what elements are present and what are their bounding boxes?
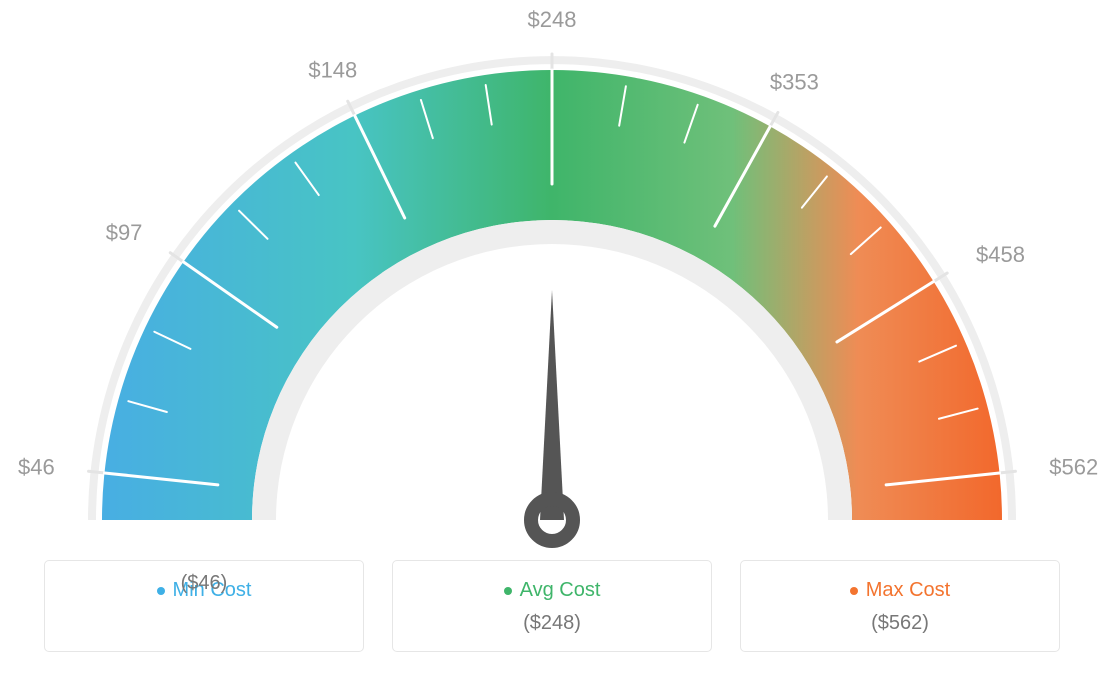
- legend-card-max: Max Cost ($562): [740, 560, 1060, 652]
- legend-value-min-real: ($46): [45, 572, 363, 595]
- legend-dot-avg: [504, 587, 512, 595]
- legend-label-max: Max Cost: [850, 579, 950, 602]
- svg-text:$148: $148: [308, 58, 357, 83]
- legend-card-avg: Avg Cost ($248): [392, 560, 712, 652]
- legend-dot-min: [157, 587, 165, 595]
- svg-text:$353: $353: [770, 70, 819, 95]
- legend-card-min: Min Cost ($46): [44, 560, 364, 652]
- legend-dot-max: [850, 587, 858, 595]
- svg-text:$248: $248: [528, 7, 577, 32]
- legend-value-max: ($562): [741, 612, 1059, 635]
- cost-gauge: $46 $97 $148 $248 $353 $458 $562: [0, 0, 1104, 560]
- svg-text:$562: $562: [1049, 455, 1098, 480]
- gauge-svg: $46 $97 $148 $248 $353 $458 $562: [0, 0, 1104, 560]
- svg-text:$458: $458: [976, 242, 1025, 267]
- legend-value-avg: ($248): [393, 612, 711, 635]
- svg-text:$97: $97: [106, 220, 143, 245]
- svg-text:$46: $46: [18, 455, 55, 480]
- legend-row: Min Cost ($46) Avg Cost ($248) Max Cost …: [0, 560, 1104, 652]
- legend-label-text-avg: Avg Cost: [520, 579, 601, 602]
- legend-label-avg: Avg Cost: [504, 579, 601, 602]
- legend-label-text-max: Max Cost: [866, 579, 950, 602]
